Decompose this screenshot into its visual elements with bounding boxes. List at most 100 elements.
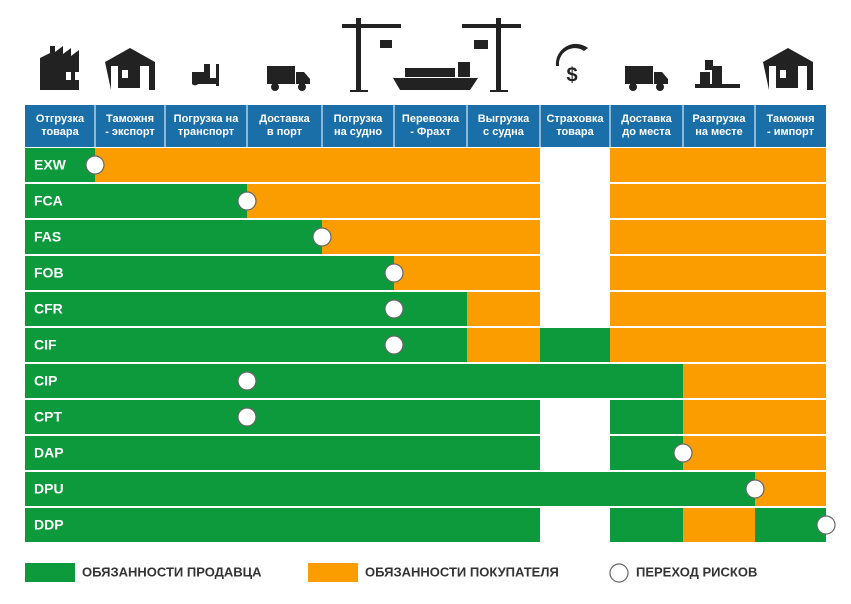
row-label: CIF <box>34 337 57 353</box>
cell <box>755 292 826 326</box>
cell <box>322 256 394 290</box>
column-header: в порт <box>267 126 303 138</box>
cell <box>165 256 248 290</box>
cell <box>540 184 609 218</box>
cell <box>95 220 166 254</box>
cell <box>95 184 166 218</box>
cell <box>610 472 684 506</box>
risk-marker <box>85 155 105 175</box>
legend-label: ОБЯЗАННОСТИ ПОКУПАТЕЛЯ <box>365 564 559 579</box>
cell <box>25 400 96 434</box>
cell <box>683 364 756 398</box>
row-label: FOB <box>34 265 64 281</box>
cell <box>165 292 248 326</box>
column-header: - экспорт <box>105 126 155 138</box>
cell <box>540 220 609 254</box>
factory-icon <box>40 46 79 90</box>
legend-swatch <box>25 563 75 582</box>
cell <box>755 508 826 542</box>
risk-marker <box>237 407 257 427</box>
cell <box>322 184 395 218</box>
column-header: Таможня <box>106 113 154 125</box>
column-header: до места <box>622 126 671 138</box>
cell <box>95 328 166 362</box>
cell <box>683 184 756 218</box>
column-header: - Фрахт <box>410 126 451 138</box>
cell <box>540 508 609 542</box>
cell <box>610 220 684 254</box>
row-label: DPU <box>34 481 64 497</box>
cell <box>165 472 248 506</box>
cell <box>540 148 609 182</box>
cell <box>467 472 541 506</box>
column-header: на месте <box>695 126 743 138</box>
cell <box>394 328 467 362</box>
cell <box>610 292 684 326</box>
cell <box>322 328 395 362</box>
icons: $ <box>40 18 813 92</box>
cell <box>394 508 468 542</box>
truck-icon <box>625 66 668 84</box>
header-bar <box>25 105 826 147</box>
cell <box>95 256 166 290</box>
cell <box>394 184 468 218</box>
cell <box>540 400 609 434</box>
column-header: Перевозка <box>402 113 460 125</box>
cell <box>322 508 395 542</box>
cell <box>394 148 468 182</box>
row-label: DDP <box>34 517 64 533</box>
cell <box>394 364 468 398</box>
cell <box>247 436 323 470</box>
cell <box>165 436 248 470</box>
cell <box>467 184 540 218</box>
cell <box>95 364 166 398</box>
cell <box>540 328 610 362</box>
cell <box>467 400 540 434</box>
crane-icon <box>462 18 521 92</box>
risk-marker <box>237 371 257 391</box>
column-header: Выгрузка <box>478 113 530 125</box>
cell <box>755 472 826 506</box>
cell <box>95 148 166 182</box>
truck-icon <box>267 66 310 84</box>
cell <box>247 148 323 182</box>
column-header: на судно <box>334 126 382 138</box>
cell <box>467 364 541 398</box>
legend-label: ОБЯЗАННОСТИ ПРОДАВЦА <box>82 564 262 579</box>
cell <box>25 472 96 506</box>
cell <box>755 256 826 290</box>
cell <box>322 364 395 398</box>
cell <box>247 364 323 398</box>
cell <box>322 148 395 182</box>
cell <box>540 472 611 506</box>
cell <box>165 220 248 254</box>
cell <box>683 472 755 506</box>
cell <box>540 292 609 326</box>
cell <box>610 400 683 434</box>
cell <box>322 292 395 326</box>
cell <box>683 148 756 182</box>
cell <box>322 400 395 434</box>
row-label: CFR <box>34 301 63 317</box>
cell <box>165 508 248 542</box>
cell <box>683 220 756 254</box>
cell <box>165 148 248 182</box>
cell <box>755 184 826 218</box>
cell <box>95 508 166 542</box>
cell <box>25 328 96 362</box>
cell <box>610 436 683 470</box>
cell <box>394 256 468 290</box>
risk-marker <box>384 335 404 355</box>
cell <box>540 436 609 470</box>
risk-marker <box>312 227 332 247</box>
cell <box>467 256 540 290</box>
cell <box>95 436 166 470</box>
cell <box>25 256 96 290</box>
crane-icon <box>342 18 401 92</box>
cell <box>95 292 166 326</box>
column-header: Доставка <box>621 113 672 125</box>
cell <box>165 328 248 362</box>
cell <box>755 436 826 470</box>
cell <box>322 436 395 470</box>
cell <box>755 328 826 362</box>
